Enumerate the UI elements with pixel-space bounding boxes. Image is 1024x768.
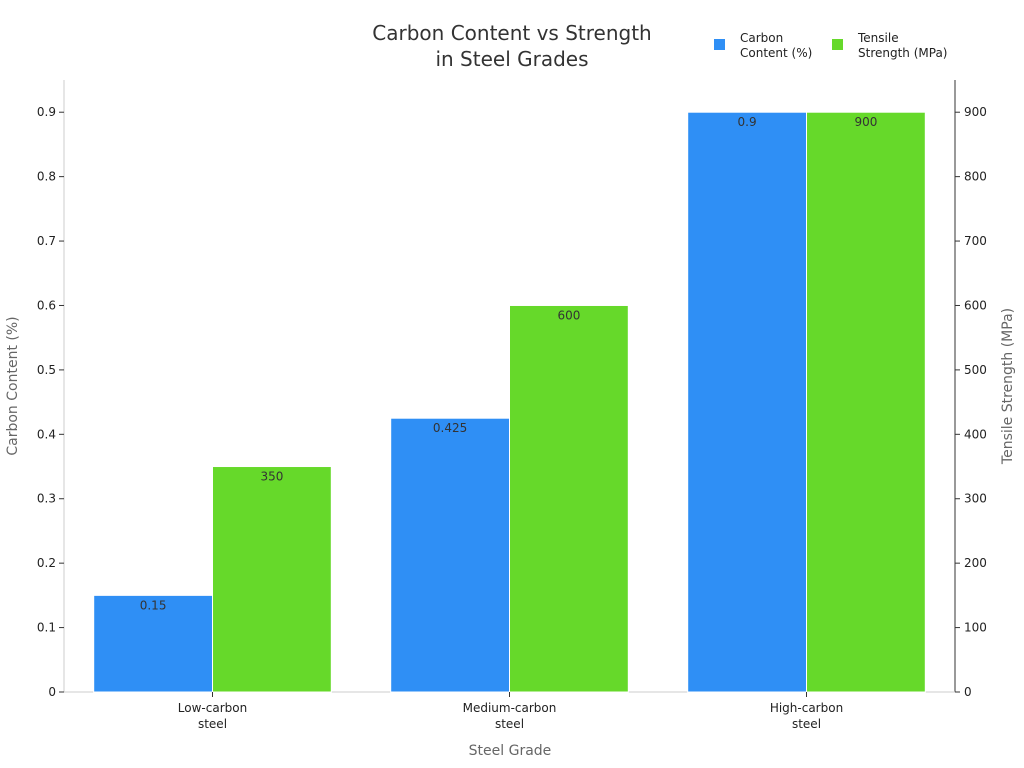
x-ticks: Low-carbon steel Medium-carbon steel High-ca… xyxy=(178,692,843,731)
bar-value-label: 600 xyxy=(557,308,580,322)
right-ticks: 0 100 200 300 400 500 600 700 800 900 xyxy=(955,105,987,699)
chart-title-line-2: in Steel Grades xyxy=(435,47,588,71)
bar-tensile xyxy=(212,466,332,693)
left-ticks: 0 0.1 0.2 0.3 0.4 0.5 0.6 0.7 0.8 0.9 xyxy=(37,105,64,699)
right-tick-label: 700 xyxy=(964,234,987,248)
chart-title: Carbon Content vs Strength in Steel Grad… xyxy=(372,21,651,71)
right-tick-label: 100 xyxy=(964,621,987,635)
bar-carbon xyxy=(390,417,511,693)
bar-carbon xyxy=(93,594,213,693)
right-tick-label: 400 xyxy=(964,427,987,441)
legend-swatch-tensile xyxy=(832,39,843,50)
x-tick-label: steel xyxy=(495,717,524,731)
x-tick-label: Low-carbon xyxy=(178,701,247,715)
x-tick-label: Medium-carbon xyxy=(463,701,557,715)
x-tick-label: steel xyxy=(198,717,227,731)
right-tick-label: 200 xyxy=(964,556,987,570)
right-tick-label: 800 xyxy=(964,170,987,184)
bar-tensile xyxy=(509,304,629,693)
left-tick-label: 0.7 xyxy=(37,234,56,248)
left-tick-label: 0.8 xyxy=(37,170,56,184)
legend: Carbon Content (%) Tensile Strength (MPa… xyxy=(714,31,948,60)
left-tick-label: 0.2 xyxy=(37,556,56,570)
bar-value-label: 0.9 xyxy=(738,115,757,129)
bar-labels: 0.15 350 0.425 600 0.9 900 xyxy=(140,115,878,612)
left-tick-label: 0.4 xyxy=(37,427,56,441)
legend-swatch-carbon xyxy=(714,39,725,50)
right-tick-label: 500 xyxy=(964,363,987,377)
left-tick-label: 0.3 xyxy=(37,492,56,506)
bar-value-label: 900 xyxy=(854,115,877,129)
chart-title-line-1: Carbon Content vs Strength xyxy=(372,21,651,45)
legend-label-tensile-line-1: Tensile xyxy=(857,31,899,45)
right-tick-label: 600 xyxy=(964,298,987,312)
x-tick-label: High-carbon xyxy=(770,701,843,715)
bar-value-label: 350 xyxy=(260,470,283,484)
right-tick-label: 900 xyxy=(964,105,987,119)
left-tick-label: 0 xyxy=(48,685,56,699)
legend-label-carbon-line-1: Carbon xyxy=(740,31,783,45)
bar-value-label: 0.15 xyxy=(140,598,167,612)
legend-label-carbon-line-2: Content (%) xyxy=(740,46,812,60)
right-axis-title: Tensile Strength (MPa) xyxy=(1000,308,1016,465)
left-axis-title: Carbon Content (%) xyxy=(5,316,21,455)
bars xyxy=(93,111,926,693)
bar-tensile xyxy=(806,111,926,693)
left-tick-label: 0.1 xyxy=(37,621,56,635)
right-tick-label: 0 xyxy=(964,685,972,699)
x-axis-title: Steel Grade xyxy=(469,743,552,759)
left-tick-label: 0.9 xyxy=(37,105,56,119)
x-tick-label: steel xyxy=(792,717,821,731)
legend-label-tensile-line-2: Strength (MPa) xyxy=(858,46,948,60)
left-tick-label: 0.5 xyxy=(37,363,56,377)
left-tick-label: 0.6 xyxy=(37,298,56,312)
bar-value-label: 0.425 xyxy=(433,421,467,435)
right-tick-label: 300 xyxy=(964,492,987,506)
bar-carbon xyxy=(687,111,808,693)
